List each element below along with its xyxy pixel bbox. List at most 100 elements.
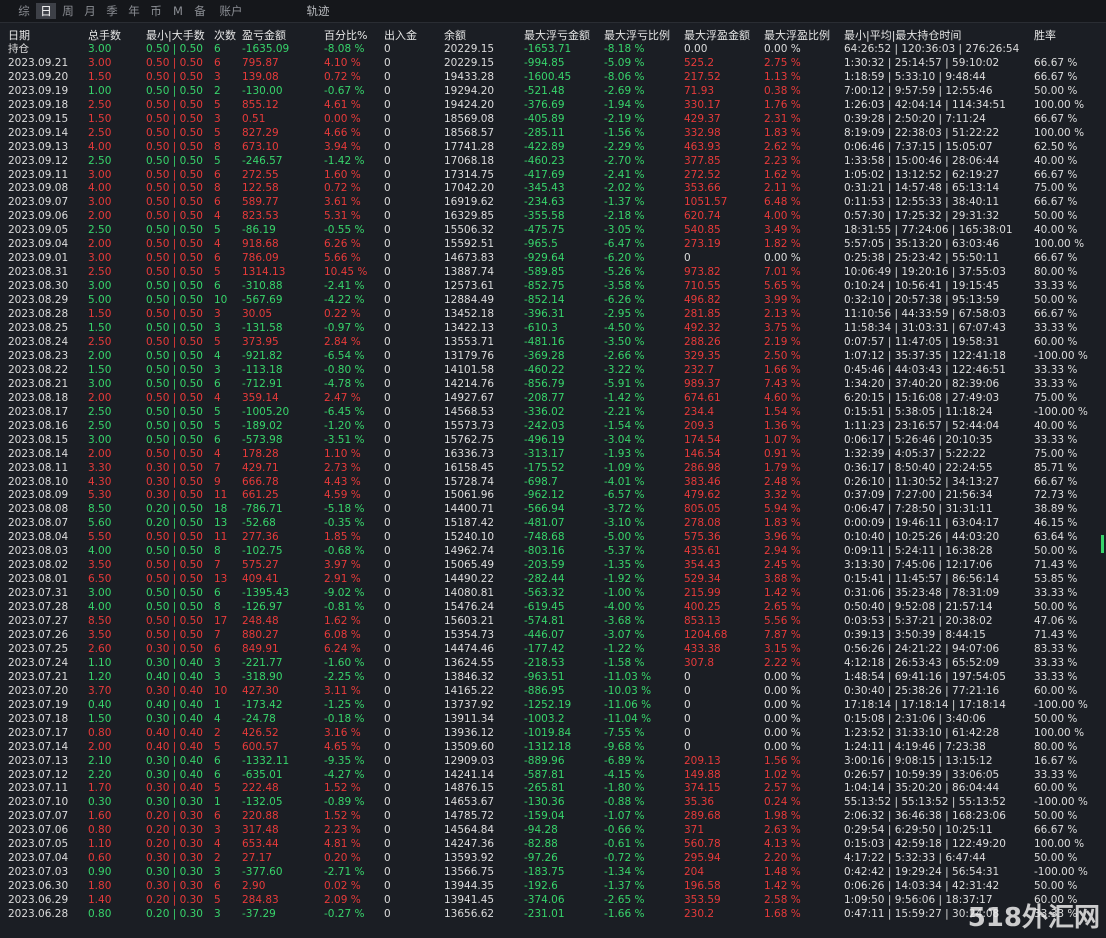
table-row[interactable]: 2023.07.10 0.30 0.30 | 0.30 1 -132.05 -0.89 %… bbox=[8, 796, 1100, 810]
tab-year[interactable]: 年 bbox=[128, 4, 140, 18]
table-row[interactable]: 2023.08.09 5.30 0.30 | 0.50 11 661.25 4.59 % 0… bbox=[8, 489, 1100, 503]
cell: 13 bbox=[214, 517, 228, 530]
table-row[interactable]: 2023.08.29 5.00 0.50 | 0.50 10 -567.69 -4.22 … bbox=[8, 294, 1100, 308]
table-row[interactable]: 2023.08.10 4.30 0.30 | 0.50 9 666.78 4.43 % 0 1… bbox=[8, 476, 1100, 490]
tab-magic[interactable]: M bbox=[173, 4, 183, 18]
table-row[interactable]: 2023.07.06 0.80 0.20 | 0.30 3 317.48 2.23 % 0 1… bbox=[8, 824, 1100, 838]
table-row[interactable]: 2023.07.28 4.00 0.50 | 0.50 8 -126.97 -0.81 %… bbox=[8, 601, 1100, 615]
table-row[interactable]: 2023.07.03 0.90 0.30 | 0.30 3 -377.60 -2.71 %… bbox=[8, 866, 1100, 880]
col-holding-time[interactable]: 最小|平均|最大持仓时间 bbox=[844, 29, 962, 42]
table-row[interactable]: 2023.07.04 0.60 0.30 | 0.30 2 27.17 0.20 % 0 13… bbox=[8, 852, 1100, 866]
table-row[interactable]: 2023.09.15 1.50 0.50 | 0.50 3 0.51 0.00 % 0 185… bbox=[8, 113, 1100, 127]
table-row[interactable]: 2023.07.26 3.50 0.50 | 0.50 7 880.27 6.08 % 0 1… bbox=[8, 629, 1100, 643]
table-row[interactable]: 2023.09.06 2.00 0.50 | 0.50 4 823.53 5.31 % 0 1… bbox=[8, 210, 1100, 224]
table-row[interactable]: 2023.07.27 8.50 0.50 | 0.50 17 248.48 1.62 % 0… bbox=[8, 615, 1100, 629]
table-row[interactable]: 2023.08.01 6.50 0.50 | 0.50 13 409.41 2.91 % 0… bbox=[8, 573, 1100, 587]
table-row[interactable]: 2023.07.31 3.00 0.50 | 0.50 6 -1395.43 -9.02 … bbox=[8, 587, 1100, 601]
cell: 83.33 % bbox=[1034, 642, 1078, 655]
table-row[interactable]: 2023.08.18 2.00 0.50 | 0.50 4 359.14 2.47 % 0 1… bbox=[8, 392, 1100, 406]
table-row[interactable]: 2023.08.31 2.50 0.50 | 0.50 5 1314.13 10.45 %… bbox=[8, 266, 1100, 280]
cell-date: 2023.08.01 bbox=[8, 573, 69, 586]
table-row[interactable]: 2023.09.18 2.50 0.50 | 0.50 5 855.12 4.61 % 0 1… bbox=[8, 99, 1100, 113]
tab-month[interactable]: 月 bbox=[84, 4, 96, 18]
table-row[interactable]: 2023.07.20 3.70 0.30 | 0.40 10 427.30 3.11 % 0… bbox=[8, 685, 1100, 699]
table-row[interactable]: 2023.07.13 2.10 0.30 | 0.40 6 -1332.11 -9.35 … bbox=[8, 755, 1100, 769]
table-row[interactable]: 2023.09.05 2.50 0.50 | 0.50 5 -86.19 -0.55 % 0… bbox=[8, 224, 1100, 238]
tab-day[interactable]: 日 bbox=[36, 3, 56, 19]
table-row[interactable]: 2023.08.15 3.00 0.50 | 0.50 6 -573.98 -3.51 %… bbox=[8, 434, 1100, 448]
col-min-max-lots[interactable]: 最小|大手数 bbox=[146, 29, 205, 42]
table-row[interactable]: 2023.08.08 8.50 0.20 | 0.50 18 -786.71 -5.18 … bbox=[8, 503, 1100, 517]
table-row[interactable]: 2023.07.14 2.00 0.40 | 0.40 5 600.57 4.65 % 0 1… bbox=[8, 741, 1100, 755]
col-date[interactable]: 日期 bbox=[8, 29, 30, 42]
table-row[interactable]: 2023.06.28 0.80 0.20 | 0.30 3 -37.29 -0.27 % 0… bbox=[8, 908, 1100, 922]
cell: 0 bbox=[384, 684, 391, 697]
table-row[interactable]: 2023.09.01 3.00 0.50 | 0.50 6 786.09 5.66 % 0 1… bbox=[8, 252, 1100, 266]
table-row[interactable]: 2023.09.20 1.50 0.50 | 0.50 3 139.08 0.72 % 0 1… bbox=[8, 71, 1100, 85]
col-max-float-loss-pct[interactable]: 最大浮亏比例 bbox=[604, 29, 670, 42]
table-row[interactable]: 2023.08.04 5.50 0.50 | 0.50 11 277.36 1.85 % 0… bbox=[8, 531, 1100, 545]
table-row[interactable]: 2023.08.23 2.00 0.50 | 0.50 4 -921.82 -6.54 %… bbox=[8, 350, 1100, 364]
col-total-lots[interactable]: 总手数 bbox=[88, 29, 121, 42]
table-row[interactable]: 2023.09.04 2.00 0.50 | 0.50 4 918.68 6.26 % 0 1… bbox=[8, 238, 1100, 252]
cell: 1204.68 bbox=[684, 628, 728, 641]
table-row[interactable]: 2023.09.12 2.50 0.50 | 0.50 5 -246.57 -1.42 %… bbox=[8, 155, 1100, 169]
tab-notes[interactable]: 备 bbox=[194, 4, 206, 18]
table-row[interactable]: 2023.09.14 2.50 0.50 | 0.50 5 827.29 4.66 % 0 1… bbox=[8, 127, 1100, 141]
table-row[interactable]: 2023.08.11 3.30 0.30 | 0.50 7 429.71 2.73 % 0 1… bbox=[8, 462, 1100, 476]
table-row[interactable]: 2023.07.24 1.10 0.30 | 0.40 3 -221.77 -1.60 %… bbox=[8, 657, 1100, 671]
table-row[interactable]: 2023.08.16 2.50 0.50 | 0.50 5 -189.02 -1.20 %… bbox=[8, 420, 1100, 434]
tab-track[interactable]: 轨迹 bbox=[306, 4, 330, 18]
table-row[interactable]: 2023.07.11 1.70 0.30 | 0.40 5 222.48 1.52 % 0 1… bbox=[8, 782, 1100, 796]
table-row[interactable]: 2023.09.08 4.00 0.50 | 0.50 8 122.58 0.72 % 0 1… bbox=[8, 182, 1100, 196]
table-row[interactable]: 2023.07.12 2.20 0.30 | 0.40 6 -635.01 -4.27 %… bbox=[8, 769, 1100, 783]
col-balance[interactable]: 余额 bbox=[444, 29, 466, 42]
tab-week[interactable]: 周 bbox=[62, 4, 74, 18]
table-row[interactable]: 2023.07.19 0.40 0.40 | 0.40 1 -173.42 -1.25 %… bbox=[8, 699, 1100, 713]
table-row[interactable]: 2023.09.11 3.00 0.50 | 0.50 6 272.55 1.60 % 0 1… bbox=[8, 169, 1100, 183]
col-max-float-profit[interactable]: 最大浮盈金额 bbox=[684, 29, 750, 42]
table-row[interactable]: 2023.08.02 3.50 0.50 | 0.50 7 575.27 3.97 % 0 1… bbox=[8, 559, 1100, 573]
table-row[interactable]: 2023.08.03 4.00 0.50 | 0.50 8 -102.75 -0.68 %… bbox=[8, 545, 1100, 559]
cell: 7:00:12 | 9:57:59 | 12:55:46 bbox=[844, 84, 993, 97]
tab-summary[interactable]: 综 bbox=[18, 4, 30, 18]
table-row[interactable]: 2023.07.25 2.60 0.30 | 0.50 6 849.91 6.24 % 0 1… bbox=[8, 643, 1100, 657]
cell: -1.66 % bbox=[604, 908, 645, 921]
table-row[interactable]: 2023.07.17 0.80 0.40 | 0.40 2 426.52 3.16 % 0 1… bbox=[8, 727, 1100, 741]
table-row[interactable]: 2023.09.21 3.00 0.50 | 0.50 6 795.87 4.10 % 0 2… bbox=[8, 57, 1100, 71]
cell: -475.75 bbox=[524, 224, 565, 237]
table-row[interactable]: 2023.08.30 3.00 0.50 | 0.50 6 -310.88 -2.41 %… bbox=[8, 280, 1100, 294]
table-row[interactable]: 2023.07.05 1.10 0.20 | 0.30 4 653.44 4.81 % 0 1… bbox=[8, 838, 1100, 852]
table-row[interactable]: 2023.08.14 2.00 0.50 | 0.50 4 178.28 1.10 % 0 1… bbox=[8, 448, 1100, 462]
cell: 6.26 % bbox=[324, 238, 361, 251]
cell: -100.00 % bbox=[1034, 405, 1088, 418]
table-row[interactable]: 2023.09.19 1.00 0.50 | 0.50 2 -130.00 -0.67 %… bbox=[8, 85, 1100, 99]
tab-quarter[interactable]: 季 bbox=[106, 4, 118, 18]
col-pnl[interactable]: 盈亏金额 bbox=[242, 29, 286, 42]
col-max-float-loss[interactable]: 最大浮亏金额 bbox=[524, 29, 590, 42]
table-row[interactable]: 2023.06.30 1.80 0.30 | 0.30 6 2.90 0.02 % 0 139… bbox=[8, 880, 1100, 894]
table-row[interactable]: 2023.07.18 1.50 0.30 | 0.40 4 -24.78 -0.18 % 0… bbox=[8, 713, 1100, 727]
cell: 0 bbox=[384, 559, 391, 572]
table-row[interactable]: 2023.07.07 1.60 0.20 | 0.30 6 220.88 1.52 % 0 1… bbox=[8, 810, 1100, 824]
table-row[interactable]: 2023.08.25 1.50 0.50 | 0.50 3 -131.58 -0.97 %… bbox=[8, 322, 1100, 336]
table-row[interactable]: 2023.09.07 3.00 0.50 | 0.50 6 589.77 3.61 % 0 1… bbox=[8, 196, 1100, 210]
table-row[interactable]: 2023.08.17 2.50 0.50 | 0.50 5 -1005.20 -6.45 … bbox=[8, 406, 1100, 420]
table-row[interactable]: 2023.08.07 5.60 0.20 | 0.50 13 -52.68 -0.35 %… bbox=[8, 517, 1100, 531]
col-count[interactable]: 次数 bbox=[214, 29, 236, 42]
table-row[interactable]: 2023.08.24 2.50 0.50 | 0.50 5 373.95 2.84 % 0 1… bbox=[8, 336, 1100, 350]
tab-account[interactable]: 账户 bbox=[219, 4, 243, 18]
col-max-float-profit-pct[interactable]: 最大浮盈比例 bbox=[764, 29, 830, 42]
cell: 3.00 bbox=[88, 42, 112, 55]
col-percent[interactable]: 百分比% bbox=[324, 29, 368, 42]
table-row[interactable]: 2023.07.21 1.20 0.40 | 0.40 3 -318.90 -2.25 %… bbox=[8, 671, 1100, 685]
tab-currency[interactable]: 币 bbox=[150, 4, 162, 18]
table-row[interactable]: 2023.09.13 4.00 0.50 | 0.50 8 673.10 3.94 % 0 1… bbox=[8, 141, 1100, 155]
table-row[interactable]: 2023.08.21 3.00 0.50 | 0.50 6 -712.91 -4.78 %… bbox=[8, 378, 1100, 392]
table-row[interactable]: 2023.08.28 1.50 0.50 | 0.50 3 30.05 0.22 % 0 13… bbox=[8, 308, 1100, 322]
table-row[interactable]: 2023.08.22 1.50 0.50 | 0.50 3 -113.18 -0.80 %… bbox=[8, 364, 1100, 378]
col-deposit[interactable]: 出入金 bbox=[384, 29, 417, 42]
holding-row[interactable]: 持仓 3.00 0.50 | 0.50 6 -1635.09 -8.08 % 0… bbox=[8, 43, 1100, 57]
col-win-rate[interactable]: 胜率 bbox=[1034, 29, 1056, 42]
table-row[interactable]: 2023.06.29 1.40 0.20 | 0.30 5 284.83 2.09 % 0 1… bbox=[8, 894, 1100, 908]
